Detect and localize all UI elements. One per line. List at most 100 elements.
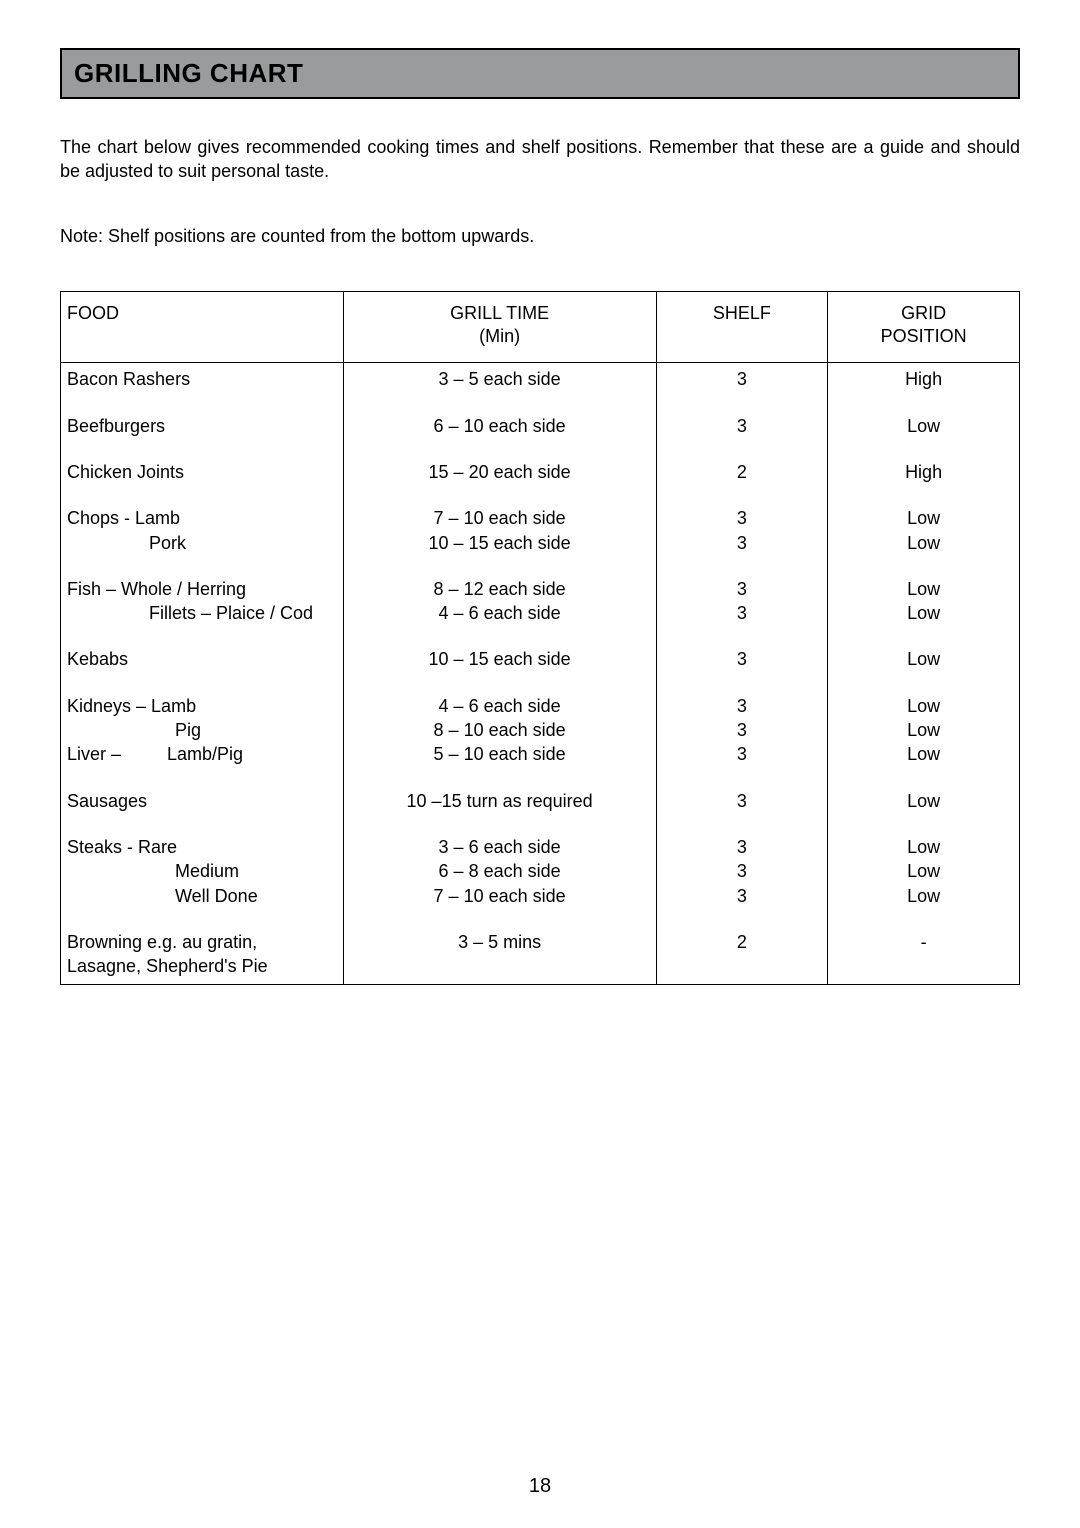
- table-row: Sausages 10 –15 turn as required 3 Low: [61, 789, 1020, 813]
- cell-grid: -: [828, 930, 1020, 954]
- cell-time: 3 – 5 mins: [343, 930, 656, 954]
- cell-time: 6 – 8 each side: [343, 859, 656, 883]
- cell-grid: Low: [828, 531, 1020, 555]
- cell-food: Chicken Joints: [61, 460, 344, 484]
- spacer: [61, 908, 1020, 930]
- cell-food: Liver –Lamb/Pig: [61, 742, 344, 766]
- spacer: [61, 767, 1020, 789]
- header-food: FOOD: [61, 291, 344, 363]
- section-title: GRILLING CHART: [74, 58, 1006, 89]
- intro-paragraph: The chart below gives recommended cookin…: [60, 135, 1020, 184]
- cell-shelf: 3: [656, 742, 828, 766]
- cell-grid: Low: [828, 884, 1020, 908]
- cell-grid: Low: [828, 742, 1020, 766]
- cell-grid: Low: [828, 789, 1020, 813]
- cell-food-prefix: Liver –: [67, 742, 167, 766]
- grilling-table: FOOD GRILL TIME (Min) SHELF GRID POSITIO…: [60, 291, 1020, 986]
- cell-food: Medium: [61, 859, 344, 883]
- cell-shelf: 3: [656, 859, 828, 883]
- cell-time: 10 – 15 each side: [343, 647, 656, 671]
- cell-time: 15 – 20 each side: [343, 460, 656, 484]
- cell-shelf: 3: [656, 601, 828, 625]
- table-row: Pork 10 – 15 each side 3 Low: [61, 531, 1020, 555]
- table-row: Pig 8 – 10 each side 3 Low: [61, 718, 1020, 742]
- cell-grid: Low: [828, 694, 1020, 718]
- cell-time: [343, 954, 656, 985]
- cell-grid: Low: [828, 601, 1020, 625]
- header-time-l2: (Min): [479, 326, 520, 346]
- section-title-bar: GRILLING CHART: [60, 48, 1020, 99]
- cell-food-sub: Pig: [175, 720, 201, 740]
- cell-food: Beefburgers: [61, 414, 344, 438]
- cell-shelf: 3: [656, 414, 828, 438]
- cell-food: Kebabs: [61, 647, 344, 671]
- cell-shelf: 3: [656, 363, 828, 392]
- cell-shelf: 3: [656, 506, 828, 530]
- table-row: Kidneys – Lamb 4 – 6 each side 3 Low: [61, 694, 1020, 718]
- table-row: Well Done 7 – 10 each side 3 Low: [61, 884, 1020, 908]
- cell-time: 6 – 10 each side: [343, 414, 656, 438]
- table-row: Browning e.g. au gratin, 3 – 5 mins 2 -: [61, 930, 1020, 954]
- spacer: [61, 484, 1020, 506]
- cell-grid: Low: [828, 835, 1020, 859]
- cell-shelf: 3: [656, 694, 828, 718]
- cell-grid: Low: [828, 506, 1020, 530]
- header-grid-l1: GRID: [901, 303, 946, 323]
- note-paragraph: Note: Shelf positions are counted from t…: [60, 226, 1020, 247]
- spacer: [61, 813, 1020, 835]
- spacer: [61, 438, 1020, 460]
- cell-shelf: 3: [656, 789, 828, 813]
- table-header-row: FOOD GRILL TIME (Min) SHELF GRID POSITIO…: [61, 291, 1020, 363]
- cell-shelf: 3: [656, 577, 828, 601]
- cell-shelf: 3: [656, 884, 828, 908]
- cell-time: 3 – 6 each side: [343, 835, 656, 859]
- cell-food: Well Done: [61, 884, 344, 908]
- cell-food: Fillets – Plaice / Cod: [61, 601, 344, 625]
- cell-food-sub: Fillets – Plaice / Cod: [149, 603, 313, 623]
- cell-food: Pig: [61, 718, 344, 742]
- cell-grid: Low: [828, 859, 1020, 883]
- cell-food: Lasagne, Shepherd's Pie: [61, 954, 344, 985]
- header-grid-l2: POSITION: [881, 326, 967, 346]
- cell-shelf: 3: [656, 647, 828, 671]
- cell-time: 4 – 6 each side: [343, 601, 656, 625]
- cell-time: 5 – 10 each side: [343, 742, 656, 766]
- table-row: Medium 6 – 8 each side 3 Low: [61, 859, 1020, 883]
- cell-food: Bacon Rashers: [61, 363, 344, 392]
- header-shelf: SHELF: [656, 291, 828, 363]
- cell-grid: High: [828, 460, 1020, 484]
- cell-grid: Low: [828, 718, 1020, 742]
- cell-food: Steaks - Rare: [61, 835, 344, 859]
- cell-time: 8 – 10 each side: [343, 718, 656, 742]
- table-row: Steaks - Rare 3 – 6 each side 3 Low: [61, 835, 1020, 859]
- cell-time: 10 –15 turn as required: [343, 789, 656, 813]
- table-row: Liver –Lamb/Pig 5 – 10 each side 3 Low: [61, 742, 1020, 766]
- table-row: Fish – Whole / Herring 8 – 12 each side …: [61, 577, 1020, 601]
- cell-grid: Low: [828, 647, 1020, 671]
- cell-shelf: 3: [656, 718, 828, 742]
- cell-grid: High: [828, 363, 1020, 392]
- cell-time: 3 – 5 each side: [343, 363, 656, 392]
- header-grid: GRID POSITION: [828, 291, 1020, 363]
- cell-time: 7 – 10 each side: [343, 506, 656, 530]
- spacer: [61, 555, 1020, 577]
- cell-time: 4 – 6 each side: [343, 694, 656, 718]
- cell-food-sub: Lamb/Pig: [167, 744, 243, 764]
- table-row: Fillets – Plaice / Cod 4 – 6 each side 3…: [61, 601, 1020, 625]
- spacer: [61, 625, 1020, 647]
- cell-shelf: [656, 954, 828, 985]
- cell-food: Fish – Whole / Herring: [61, 577, 344, 601]
- cell-time: 8 – 12 each side: [343, 577, 656, 601]
- cell-food: Kidneys – Lamb: [61, 694, 344, 718]
- cell-shelf: 3: [656, 531, 828, 555]
- table-row: Bacon Rashers 3 – 5 each side 3 High: [61, 363, 1020, 392]
- cell-grid: Low: [828, 577, 1020, 601]
- spacer: [61, 392, 1020, 414]
- header-time-l1: GRILL TIME: [450, 303, 549, 323]
- cell-time: 7 – 10 each side: [343, 884, 656, 908]
- table-row: Kebabs 10 – 15 each side 3 Low: [61, 647, 1020, 671]
- cell-shelf: 2: [656, 930, 828, 954]
- cell-food: Pork: [61, 531, 344, 555]
- table-row: Chops - Lamb 7 – 10 each side 3 Low: [61, 506, 1020, 530]
- cell-time: 10 – 15 each side: [343, 531, 656, 555]
